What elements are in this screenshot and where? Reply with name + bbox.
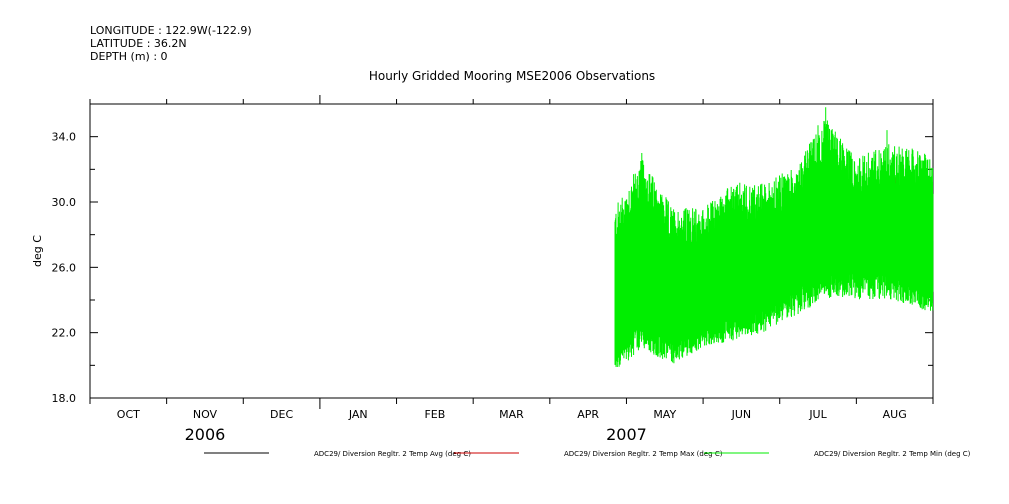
y-tick-label: 30.0 bbox=[52, 196, 77, 209]
x-tick-label: FEB bbox=[424, 408, 445, 421]
year-label: 2006 bbox=[185, 425, 226, 444]
series-line-min bbox=[614, 107, 934, 367]
y-tick-label: 26.0 bbox=[52, 261, 77, 274]
legend-label: ADC29/ Diversion Regltr. 2 Temp Avg (deg… bbox=[314, 450, 471, 458]
latitude-label: LATITUDE : 36.2N bbox=[90, 37, 187, 50]
legend-label: ADC29/ Diversion Regltr. 2 Temp Min (deg… bbox=[814, 450, 971, 458]
series-group bbox=[614, 107, 934, 367]
y-tick-label: 22.0 bbox=[52, 327, 77, 340]
y-axis-label: deg C bbox=[31, 235, 44, 267]
x-tick-label: DEC bbox=[270, 408, 293, 421]
x-tick-label: AUG bbox=[883, 408, 907, 421]
x-tick-label: MAR bbox=[499, 408, 524, 421]
chart-title: Hourly Gridded Mooring MSE2006 Observati… bbox=[369, 69, 655, 83]
x-tick-label: JUL bbox=[808, 408, 827, 421]
year-label: 2007 bbox=[606, 425, 647, 444]
x-tick-label: JUN bbox=[731, 408, 752, 421]
longitude-label: LONGITUDE : 122.9W(-122.9) bbox=[90, 24, 252, 37]
x-tick-label: NOV bbox=[193, 408, 218, 421]
x-axis: OCT NOV DEC JAN FEB MAR APR MAY JUN JUL AUG 2006 200… bbox=[89, 95, 934, 444]
y-tick-label: 18.0 bbox=[52, 392, 77, 405]
x-tick-label: OCT bbox=[117, 408, 140, 421]
legend-label: ADC29/ Diversion Regltr. 2 Temp Max (deg… bbox=[564, 450, 723, 458]
y-tick-label: 34.0 bbox=[52, 131, 77, 144]
x-tick-label: JAN bbox=[348, 408, 368, 421]
x-tick-label: MAY bbox=[653, 408, 676, 421]
depth-label: DEPTH (m) : 0 bbox=[90, 50, 168, 63]
x-tick-label: APR bbox=[577, 408, 599, 421]
legend: ADC29/ Diversion Regltr. 2 Temp Avg (deg… bbox=[204, 450, 971, 458]
